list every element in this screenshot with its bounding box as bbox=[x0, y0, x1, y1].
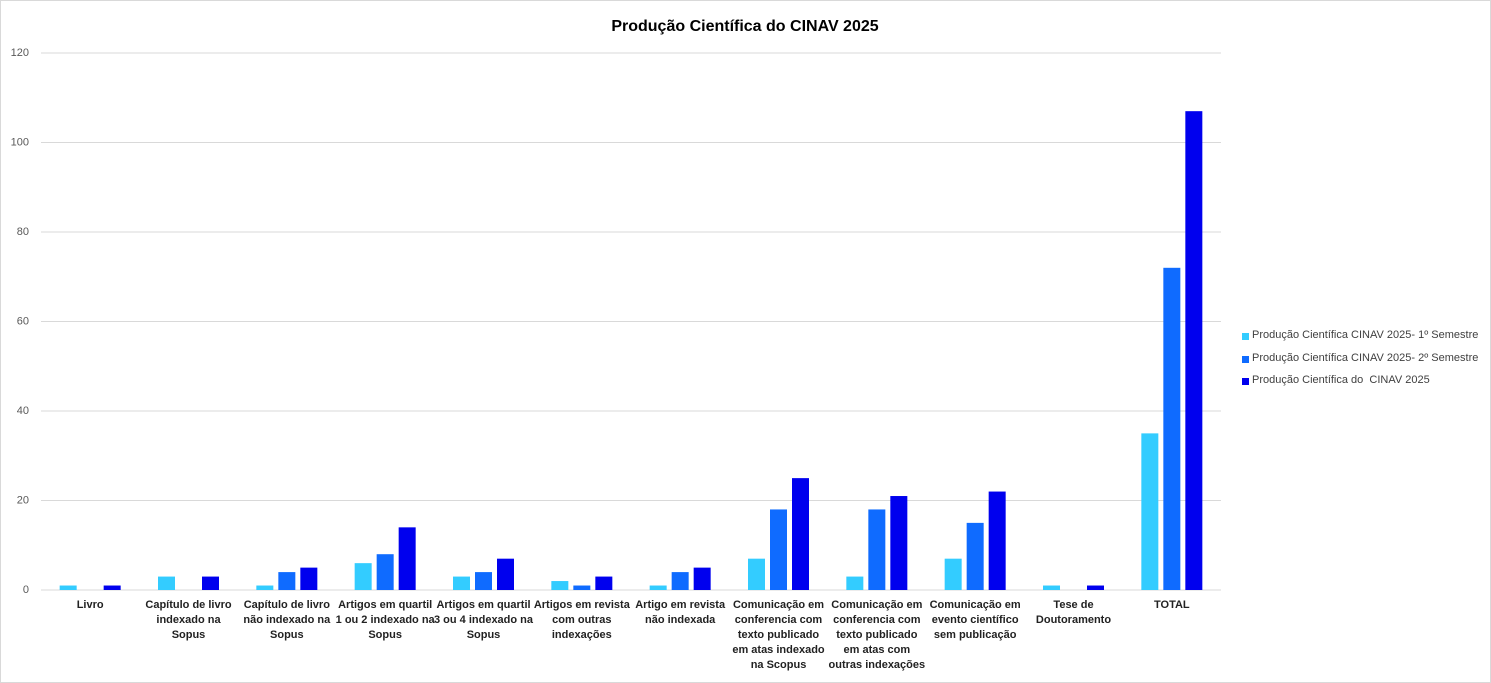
bar bbox=[693, 567, 711, 590]
chart-title: Produção Científica do CINAV 2025 bbox=[611, 18, 878, 35]
bar bbox=[551, 581, 569, 590]
bar bbox=[944, 558, 962, 590]
x-tick-label: Tese de Doutoramento bbox=[1035, 599, 1112, 626]
legend-swatch bbox=[1242, 333, 1249, 340]
bar bbox=[573, 585, 591, 590]
y-tick-label: 40 bbox=[17, 405, 29, 417]
x-tick-label: Artigos em revista com outras indexações bbox=[533, 599, 630, 641]
x-tick-label: Comunicação em conferencia com texto pub… bbox=[828, 599, 926, 671]
x-tick-label: Comunicação em evento científico sem pub… bbox=[929, 599, 1021, 641]
x-tick-label: TOTAL bbox=[1154, 599, 1190, 611]
bar bbox=[748, 558, 765, 590]
y-tick-label: 100 bbox=[11, 136, 29, 148]
y-tick-label: 120 bbox=[11, 47, 29, 59]
bar bbox=[59, 585, 77, 590]
x-tick-label: Capítulo de livro não indexado na Sopus bbox=[243, 599, 331, 641]
bar bbox=[354, 563, 372, 590]
bar bbox=[868, 509, 886, 590]
bar bbox=[792, 478, 809, 590]
bar bbox=[398, 527, 416, 590]
bar bbox=[497, 558, 514, 590]
bar bbox=[671, 572, 689, 590]
y-tick-label: 20 bbox=[17, 494, 29, 506]
bar bbox=[649, 585, 667, 590]
bar bbox=[595, 576, 613, 590]
bar bbox=[1087, 585, 1104, 590]
bar bbox=[278, 572, 296, 590]
bar bbox=[988, 491, 1006, 590]
bar bbox=[1185, 111, 1203, 591]
legend-label: Produção Científica CINAV 2025- 2º Semes… bbox=[1252, 351, 1479, 364]
x-tick-label: Artigos em quartil 1 ou 2 indexado na So… bbox=[335, 599, 435, 641]
bar bbox=[475, 572, 492, 590]
y-tick-label: 80 bbox=[17, 226, 29, 238]
bar bbox=[453, 576, 470, 590]
bar bbox=[966, 522, 984, 590]
y-tick-label: 0 bbox=[23, 584, 29, 596]
x-tick-label: Comunicação em conferencia com texto pub… bbox=[732, 599, 825, 671]
bar bbox=[202, 576, 219, 590]
x-tick-label: Artigo em revista não indexada bbox=[635, 599, 726, 626]
x-tick-label: Artigos em quartil 3 ou 4 indexado na So… bbox=[433, 599, 534, 641]
bar bbox=[890, 496, 908, 590]
bar bbox=[770, 509, 787, 590]
bar bbox=[300, 567, 318, 590]
y-tick-label: 60 bbox=[17, 315, 29, 327]
bar bbox=[1043, 585, 1060, 590]
bar bbox=[1141, 433, 1159, 590]
bar bbox=[376, 554, 394, 590]
bar bbox=[158, 576, 175, 590]
legend-label: Produção Científica CINAV 2025- 1º Semes… bbox=[1252, 329, 1479, 341]
legend-swatch bbox=[1242, 355, 1249, 363]
bar bbox=[103, 585, 121, 590]
legend-label: Produção Científica do CINAV 2025 bbox=[1252, 374, 1430, 386]
legend-swatch bbox=[1242, 378, 1249, 385]
bar bbox=[256, 585, 274, 590]
x-tick-label: Livro bbox=[76, 599, 104, 611]
bar bbox=[1163, 267, 1181, 590]
x-tick-label: Capítulo de livro indexado na Sopus bbox=[145, 599, 232, 641]
bar bbox=[846, 576, 864, 590]
